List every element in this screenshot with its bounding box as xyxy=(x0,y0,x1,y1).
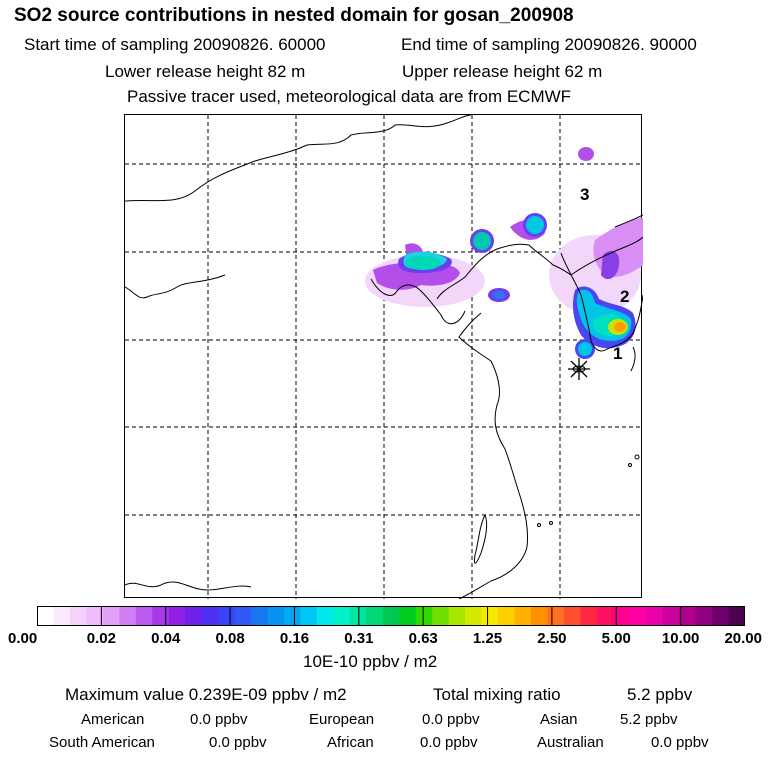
colorbar-cell xyxy=(267,606,285,626)
region-value-african: 0.0 ppbv xyxy=(420,734,478,751)
colorbar-cell xyxy=(300,606,318,626)
colorbar-cell xyxy=(185,606,203,626)
region-value-south-american: 0.0 ppbv xyxy=(209,734,267,751)
colorbar-cell xyxy=(366,606,384,626)
colorbar-cell xyxy=(646,606,664,626)
colorbar-tick-label: 2.50 xyxy=(537,630,567,647)
site-label-2: 2 xyxy=(620,287,629,306)
site-label-3: 3 xyxy=(580,185,589,204)
colorbar-tick-label: 0.02 xyxy=(86,630,116,647)
colorbar-cell xyxy=(415,606,433,626)
lower-release-height: Lower release height 82 m xyxy=(105,62,306,81)
region-name-african: African xyxy=(327,734,374,751)
total-mixing-value: 5.2 ppbv xyxy=(627,685,693,704)
colorbar xyxy=(37,606,745,626)
colorbar-tick-label: 0.04 xyxy=(151,630,181,647)
colorbar-cell xyxy=(448,606,466,626)
concentration-plumes xyxy=(365,147,643,359)
colorbar-cell xyxy=(102,606,120,626)
colorbar-tick-label: 5.00 xyxy=(601,630,631,647)
colorbar-cell xyxy=(514,606,532,626)
colorbar-cell xyxy=(432,606,450,626)
colorbar-unit: 10E-10 ppbv / m2 xyxy=(303,652,438,671)
colorbar-cell xyxy=(629,606,647,626)
colorbar-cell xyxy=(86,606,104,626)
coastlines xyxy=(125,115,643,599)
map-canvas: 3 2 1 xyxy=(125,115,643,599)
max-value: Maximum value 0.239E-09 ppbv / m2 xyxy=(65,685,347,704)
total-mixing-label: Total mixing ratio xyxy=(433,685,561,704)
colorbar-cell xyxy=(530,606,549,626)
colorbar-tick-label: 10.00 xyxy=(661,630,700,647)
colorbar-cell xyxy=(119,606,137,626)
colorbar-cell xyxy=(563,606,581,626)
region-value-european: 0.0 ppbv xyxy=(422,711,480,728)
map-panel: 3 2 1 xyxy=(124,114,643,599)
tracer-info: Passive tracer used, meteorological data… xyxy=(127,87,572,106)
grid-lines xyxy=(125,115,643,599)
colorbar-tick-label: 20.00 xyxy=(724,630,762,647)
colorbar-cell xyxy=(662,606,680,626)
colorbar-cell xyxy=(37,606,55,626)
site-label-1: 1 xyxy=(613,344,622,363)
colorbar-cell xyxy=(547,606,565,626)
region-name-european: European xyxy=(309,711,375,728)
end-time: End time of sampling 20090826. 90000 xyxy=(401,35,697,54)
colorbar-tick-label: 1.25 xyxy=(472,630,503,647)
region-name-american: American xyxy=(81,711,145,728)
colorbar-cell xyxy=(712,606,730,626)
colorbar-cell xyxy=(53,606,71,626)
colorbar-cell xyxy=(316,606,334,626)
colorbar-tick-label: 0.08 xyxy=(215,630,245,647)
colorbar-cell xyxy=(695,606,713,626)
colorbar-cell xyxy=(251,606,269,626)
colorbar-cell xyxy=(580,606,598,626)
colorbar-cell xyxy=(168,606,186,626)
colorbar-cell xyxy=(596,606,614,626)
colorbar-cell xyxy=(613,606,631,626)
colorbar-cell xyxy=(69,606,87,626)
colorbar-cell xyxy=(135,606,153,626)
colorbar-cell xyxy=(399,606,417,626)
region-value-american: 0.0 ppbv xyxy=(190,711,248,728)
colorbar-cell xyxy=(152,606,170,626)
colorbar-cell xyxy=(283,606,302,626)
plot-title: SO2 source contributions in nested domai… xyxy=(14,5,574,26)
colorbar-tick-label: 0.63 xyxy=(408,630,438,647)
upper-release-height: Upper release height 62 m xyxy=(402,62,603,81)
colorbar-cell xyxy=(481,606,499,626)
region-value-australian: 0.0 ppbv xyxy=(651,734,709,751)
colorbar-cell xyxy=(679,606,697,626)
start-time: Start time of sampling 20090826. 60000 xyxy=(24,35,326,54)
region-name-asian: Asian xyxy=(540,711,578,728)
colorbar-tick-label: 0.00 xyxy=(8,630,38,647)
receptor-marker xyxy=(568,358,590,380)
colorbar-cell xyxy=(382,606,400,626)
colorbar-cell xyxy=(728,606,745,626)
colorbar-cell xyxy=(498,606,516,626)
colorbar-cell xyxy=(218,606,236,626)
colorbar-cell xyxy=(333,606,351,626)
colorbar-cell xyxy=(465,606,483,626)
colorbar-cell xyxy=(201,606,219,626)
colorbar-cell xyxy=(234,606,252,626)
region-name-south-american: South American xyxy=(49,734,155,751)
region-value-asian: 5.2 ppbv xyxy=(620,711,678,728)
region-name-australian: Australian xyxy=(537,734,604,751)
colorbar-tick-label: 0.31 xyxy=(344,630,374,647)
colorbar-tick-label: 0.16 xyxy=(279,630,310,647)
